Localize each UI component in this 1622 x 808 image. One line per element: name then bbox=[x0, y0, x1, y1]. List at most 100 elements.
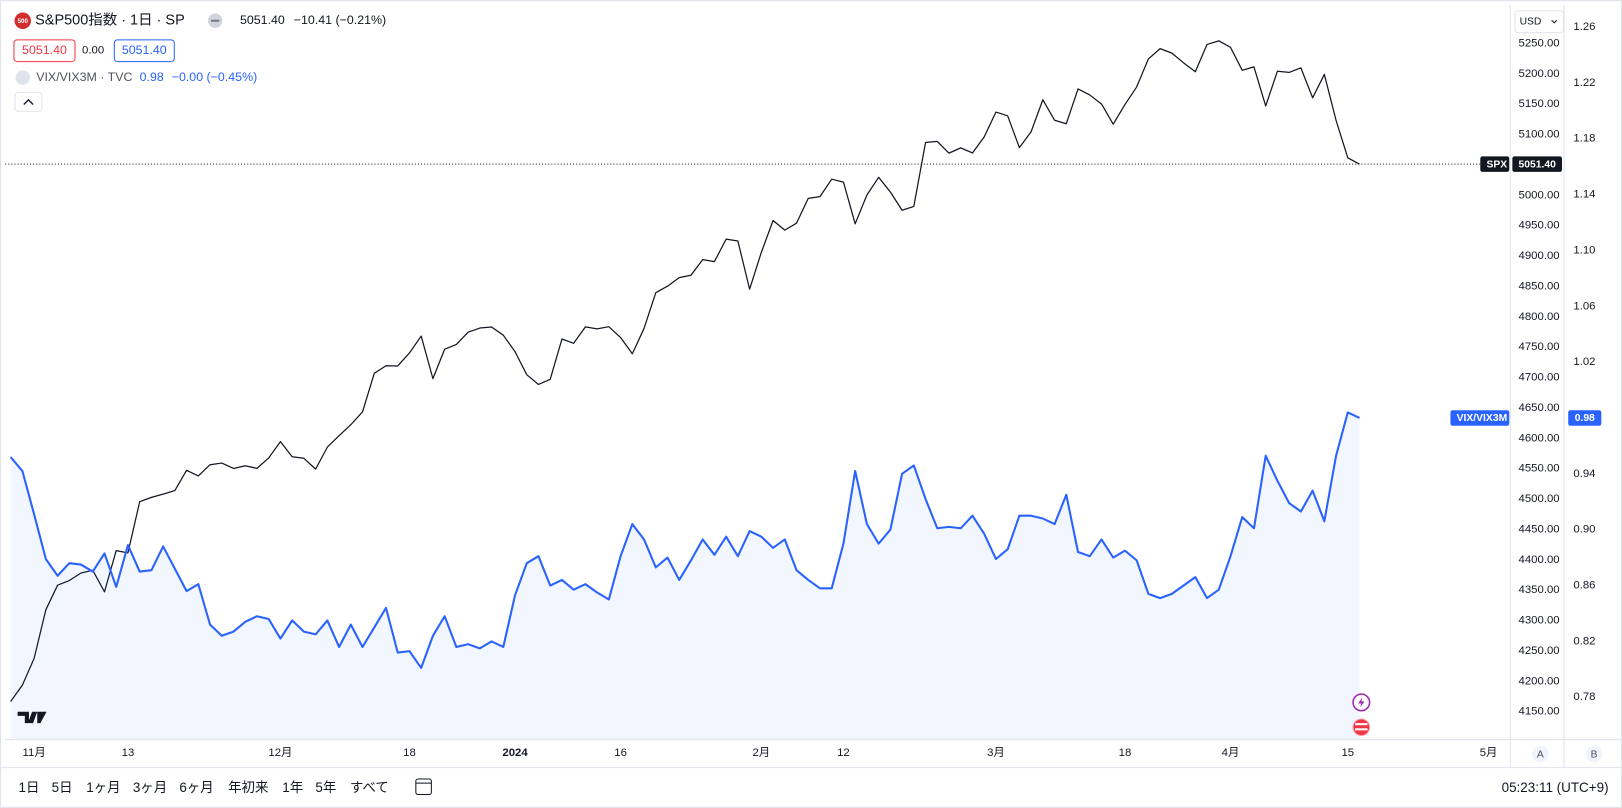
range-button[interactable]: 5年 bbox=[315, 780, 336, 795]
series-name-badge: SPX bbox=[1487, 159, 1508, 170]
y2-tick-label: 0.82 bbox=[1573, 635, 1595, 647]
y-tick-label: 5200.00 bbox=[1519, 68, 1560, 80]
compare-change: −0.00 (−0.45%) bbox=[172, 70, 258, 84]
y2-tick-label: 0.86 bbox=[1573, 580, 1595, 592]
compare-quote: 0.98 bbox=[140, 70, 164, 84]
x-tick-label: 15 bbox=[1341, 747, 1354, 759]
tv-logo[interactable] bbox=[17, 711, 47, 724]
y2-tick-label: 1.02 bbox=[1573, 356, 1595, 368]
y-tick-label: 4400.00 bbox=[1519, 554, 1560, 566]
y-tick-label: 4250.00 bbox=[1519, 645, 1560, 657]
sell-price: 5051.40 bbox=[22, 43, 67, 57]
y-tick-label: 4200.00 bbox=[1519, 675, 1560, 687]
collapse-icon bbox=[23, 98, 34, 106]
range-button[interactable]: 5日 bbox=[52, 780, 73, 795]
range-button[interactable]: 3ヶ月 bbox=[133, 780, 167, 795]
collapse-button[interactable] bbox=[14, 92, 43, 112]
last-value: 5051.40 bbox=[1519, 159, 1557, 170]
date-range-icon[interactable] bbox=[415, 778, 432, 796]
area bbox=[10, 412, 1360, 740]
y-tick-label: 4850.00 bbox=[1519, 280, 1560, 292]
y2-tick-label: 1.10 bbox=[1573, 244, 1595, 256]
symbol-title[interactable]: S&P500指数 · 1日 · SP bbox=[35, 12, 185, 29]
y-tick-label: 4150.00 bbox=[1519, 706, 1560, 718]
y-tick-label: 4650.00 bbox=[1519, 402, 1560, 414]
series-name-bg bbox=[1480, 156, 1510, 172]
clock[interactable]: 05:23:11 (UTC+9) bbox=[1502, 780, 1609, 795]
y-tick-label: 4300.00 bbox=[1519, 615, 1560, 627]
x-tick-label: 12 bbox=[837, 747, 850, 759]
quote-change: −10.41 (−0.21%) bbox=[294, 13, 386, 27]
y-tick-label: 4500.00 bbox=[1519, 493, 1560, 505]
y-tick-label: 5100.00 bbox=[1519, 129, 1560, 141]
flag-stripe bbox=[1355, 723, 1368, 726]
x-tick-label: 3月 bbox=[987, 747, 1005, 759]
y2-tick-label: 1.06 bbox=[1573, 300, 1595, 312]
x-tick-label: 2024 bbox=[502, 747, 528, 759]
range-button[interactable]: 1ヶ月 bbox=[86, 780, 120, 795]
y-tick-label: 4950.00 bbox=[1519, 220, 1560, 232]
y-tick-label: 4700.00 bbox=[1519, 372, 1560, 384]
y-tick-label: 4750.00 bbox=[1519, 341, 1560, 353]
last-value-badge bbox=[1512, 156, 1563, 172]
scale-button[interactable] bbox=[1532, 745, 1549, 763]
range-button[interactable]: 1日 bbox=[19, 780, 40, 795]
flag-stripe bbox=[1355, 728, 1368, 731]
x-tick-label: 2月 bbox=[752, 747, 770, 759]
y-tick-label: 4800.00 bbox=[1519, 311, 1560, 323]
currency-select[interactable] bbox=[1514, 10, 1565, 34]
y-tick-label: 5150.00 bbox=[1519, 98, 1560, 110]
scale-button[interactable] bbox=[1585, 745, 1603, 763]
y2-tick-label: 1.22 bbox=[1573, 77, 1595, 89]
x-tick-label: 12月 bbox=[268, 747, 292, 759]
x-tick-label: 5月 bbox=[1480, 747, 1498, 759]
currency-caret bbox=[1551, 19, 1558, 24]
series-name-bg bbox=[1450, 410, 1510, 426]
compare-symbol[interactable]: VIX/VIX3M · TVC bbox=[36, 70, 132, 84]
y2-tick-label: 1.18 bbox=[1573, 133, 1595, 145]
y-tick-label: 4600.00 bbox=[1519, 432, 1560, 444]
y2-tick-label: 0.94 bbox=[1573, 468, 1595, 480]
line bbox=[10, 40, 1360, 702]
range-toolbar: 1日 5日 1ヶ月 3ヶ月 6ヶ月 年初来 1年 5年 すべて bbox=[19, 780, 389, 795]
symbol-logo[interactable] bbox=[14, 12, 32, 30]
y2-tick-label: 0.78 bbox=[1573, 691, 1595, 703]
x-tick-label: 16 bbox=[614, 747, 627, 759]
range-button[interactable]: 1年 bbox=[282, 780, 303, 795]
line bbox=[9, 411, 1360, 669]
sell-button[interactable] bbox=[13, 39, 76, 63]
last-value-badge bbox=[1568, 410, 1602, 426]
y2-tick-label: 0.90 bbox=[1573, 524, 1595, 536]
logo-text: 500 bbox=[18, 18, 29, 25]
market-status-dash bbox=[211, 19, 220, 22]
economic-event-icon[interactable] bbox=[1352, 718, 1371, 737]
x-tick-label: 13 bbox=[122, 747, 135, 759]
quote: 5051.40 bbox=[240, 13, 285, 27]
spread: 0.00 bbox=[82, 45, 104, 57]
buy-price: 5051.40 bbox=[122, 43, 167, 57]
x-tick-label: 18 bbox=[403, 747, 416, 759]
y-tick-label: 4550.00 bbox=[1519, 463, 1560, 475]
x-tick-label: 4月 bbox=[1222, 747, 1240, 759]
buy-button[interactable] bbox=[113, 39, 175, 63]
events-bolt bbox=[1358, 697, 1365, 708]
last-value: 0.98 bbox=[1575, 413, 1595, 424]
y-tick-label: 4450.00 bbox=[1519, 523, 1560, 535]
y2-tick-label: 1.26 bbox=[1573, 21, 1595, 33]
scale-button-label: B bbox=[1591, 749, 1598, 760]
x-tick-label: 18 bbox=[1119, 747, 1132, 759]
range-button[interactable]: すべて bbox=[350, 780, 389, 795]
y-tick-label: 4350.00 bbox=[1519, 584, 1560, 596]
compare-eye[interactable] bbox=[15, 70, 30, 85]
scale-button-label: A bbox=[1537, 749, 1544, 760]
y-tick-label: 5000.00 bbox=[1519, 189, 1560, 201]
series-name-badge: VIX/VIX3M bbox=[1457, 413, 1508, 424]
currency: USD bbox=[1520, 17, 1542, 28]
range-button[interactable]: 6ヶ月 bbox=[179, 780, 213, 795]
plot-area bbox=[5, 40, 1511, 740]
range-button[interactable]: 年初来 bbox=[228, 780, 268, 795]
x-tick-label: 11月 bbox=[23, 747, 46, 759]
